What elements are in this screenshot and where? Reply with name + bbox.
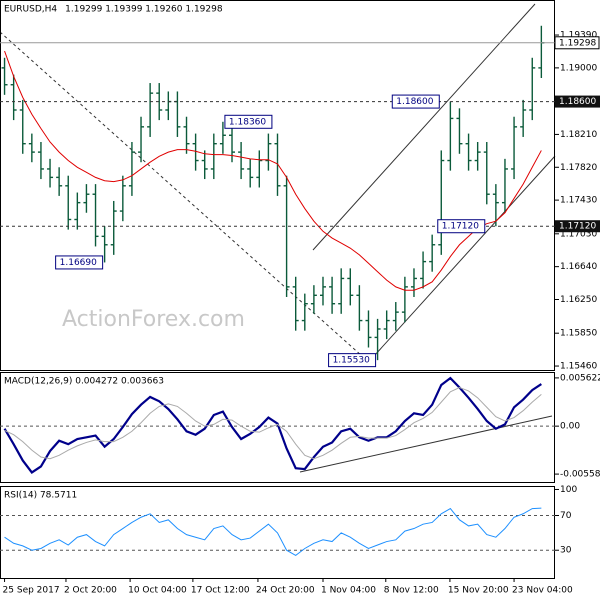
- y-tick-label: 1.15460: [560, 362, 597, 372]
- y-tick-label: 1.19390: [560, 31, 597, 41]
- y-tick-label: 0.00: [560, 422, 580, 432]
- chart-title: RSI(14) 78.5711: [4, 491, 77, 501]
- annotation-box: [55, 255, 104, 270]
- x-tick-label: 1 Nov 04:00: [321, 586, 376, 596]
- moving-average: [4, 50, 542, 291]
- y-tick-label: 1.18210: [560, 130, 597, 140]
- channel-line: [312, 3, 536, 251]
- x-tick-label: 15 Nov 20:00: [448, 586, 509, 596]
- y-tick-label: 1.17030: [560, 229, 597, 239]
- y-tick-label: 1.15850: [560, 329, 597, 339]
- panel-frame: [0, 372, 555, 483]
- channel-line: [364, 155, 556, 367]
- panel-frame: [0, 486, 555, 579]
- annotation-label: 1.15530: [333, 356, 370, 366]
- annotation-label: 1.17120: [442, 222, 479, 232]
- level-box: [555, 95, 600, 108]
- y-tick-label: 30: [560, 546, 572, 556]
- chart-subtitle: 1.19299 1.19399 1.19260 1.19298: [65, 5, 223, 15]
- y-tick-label: 1.17430: [560, 196, 597, 206]
- indicator-line: [4, 507, 542, 557]
- x-tick-label: 8 Nov 12:00: [384, 586, 439, 596]
- level-label: 1.17120: [559, 222, 596, 232]
- x-tick-label: 17 Oct 12:00: [191, 586, 250, 596]
- y-tick-label: 70: [560, 511, 572, 521]
- y-tick-label: 1.16640: [560, 262, 597, 272]
- last-price-label: 1.19298: [559, 38, 596, 48]
- last-price-box: [554, 36, 600, 50]
- indicator-line: [4, 386, 542, 460]
- watermark: ActionForex.com: [62, 307, 245, 332]
- indicator-line: [3, 376, 542, 474]
- y-tick-label: 1.17820: [560, 163, 597, 173]
- level-label: 1.18600: [559, 97, 596, 107]
- x-tick-label: 25 Sep 2017: [3, 586, 60, 596]
- panel-frame: [0, 0, 555, 371]
- annotation-label: 1.16690: [60, 258, 97, 268]
- annotation-box: [391, 94, 440, 109]
- annotation-label: 1.18600: [396, 97, 433, 107]
- annotation-label: 1.18360: [229, 117, 266, 127]
- annotation-box: [437, 219, 486, 234]
- trend-line: [0, 31, 373, 366]
- y-tick-label: 100: [560, 485, 577, 495]
- y-tick-label: 1.19000: [560, 63, 597, 73]
- y-tick-label: -0.005588: [560, 470, 600, 480]
- level-box: [555, 220, 600, 233]
- annotation-box: [328, 353, 377, 368]
- x-tick-label: 10 Oct 04:00: [128, 586, 187, 596]
- trend-line: [299, 415, 553, 473]
- x-tick-label: 2 Oct 20:00: [64, 586, 117, 596]
- x-tick-label: 24 Oct 20:00: [256, 586, 315, 596]
- chart-title: EURUSD,H4: [4, 5, 57, 15]
- annotation-box: [224, 114, 273, 129]
- x-tick-label: 23 Nov 04:00: [512, 586, 573, 596]
- y-tick-label: 0.005622: [560, 373, 600, 383]
- chart-title: MACD(12,26,9) 0.004272 0.003663: [4, 377, 164, 387]
- y-tick-label: 1.16250: [560, 295, 597, 305]
